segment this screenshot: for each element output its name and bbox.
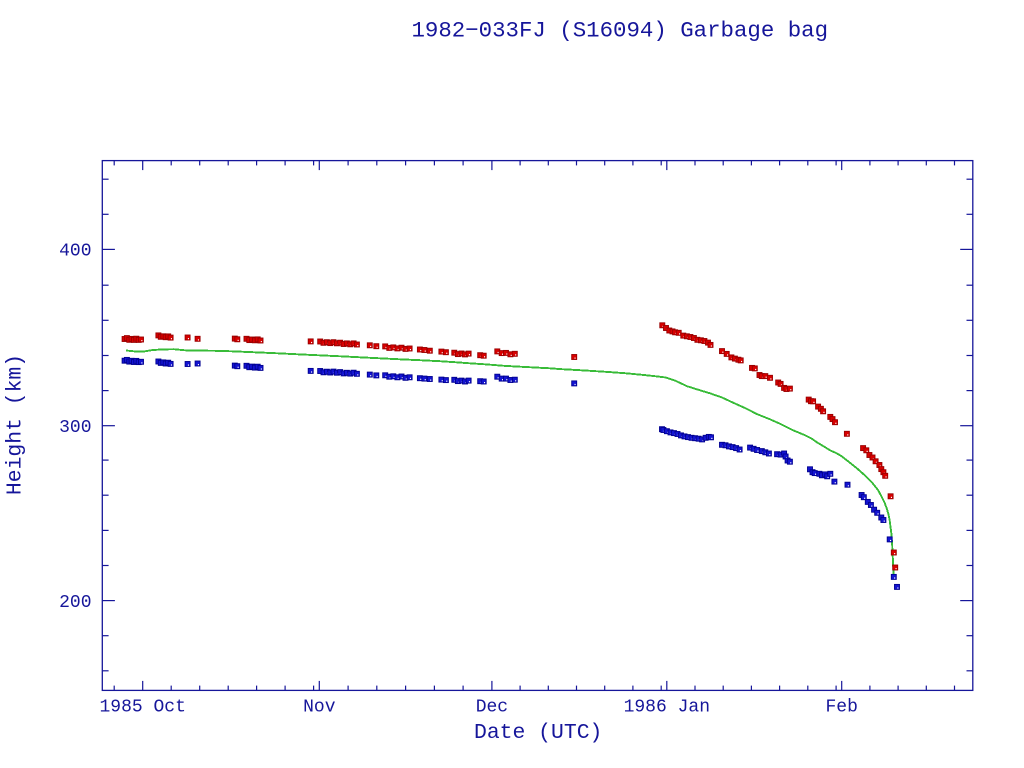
svg-text:1986 Jan: 1986 Jan bbox=[624, 697, 710, 717]
svg-text:400: 400 bbox=[59, 242, 91, 262]
svg-text:200: 200 bbox=[59, 593, 91, 613]
svg-text:Nov: Nov bbox=[303, 697, 336, 717]
svg-text:Feb: Feb bbox=[825, 697, 857, 717]
svg-text:Dec: Dec bbox=[476, 697, 508, 717]
svg-text:Height (km): Height (km) bbox=[4, 354, 28, 495]
svg-text:1985 Oct: 1985 Oct bbox=[99, 697, 185, 717]
svg-text:Date (UTC): Date (UTC) bbox=[474, 721, 602, 745]
svg-text:300: 300 bbox=[59, 418, 91, 438]
svg-text:1982−033FJ (S16094) Garbage ba: 1982−033FJ (S16094) Garbage bag bbox=[412, 18, 829, 44]
